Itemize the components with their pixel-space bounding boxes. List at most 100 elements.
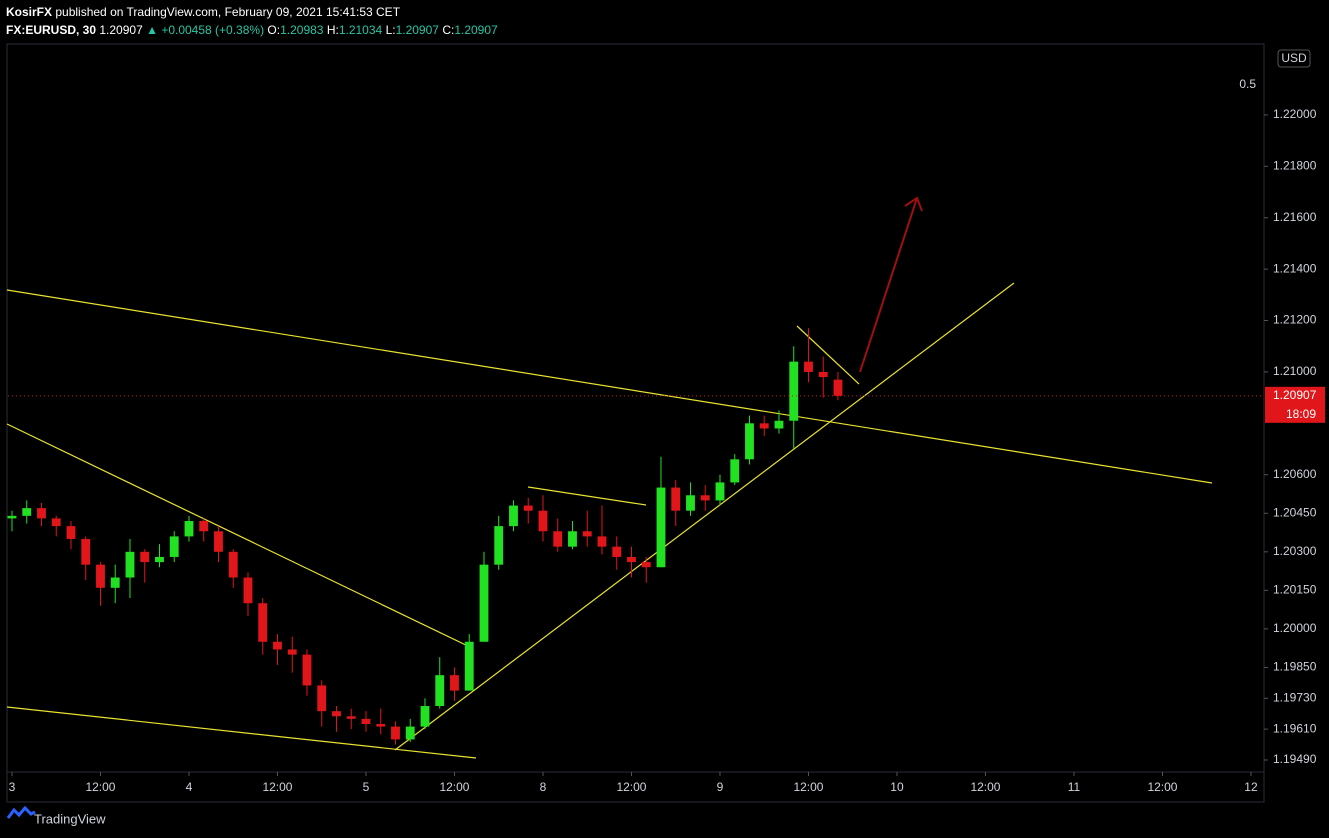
change: ▲ +0.00458 (+0.38%)	[146, 23, 265, 37]
candle-body	[774, 420, 784, 429]
candle-body	[420, 706, 430, 727]
author: KosirFX	[6, 5, 53, 19]
x-tick-label: 12:00	[262, 780, 292, 794]
candle-body	[715, 482, 725, 501]
candle-body	[804, 361, 813, 372]
trend-line	[796, 325, 860, 385]
candle-body	[140, 551, 150, 563]
last-price-box	[1265, 386, 1325, 423]
y-tick-label: 1.22000	[1273, 107, 1317, 121]
candle-body	[110, 577, 120, 588]
candle-body	[22, 508, 32, 516]
published: published on TradingView.com, February 0…	[55, 5, 401, 19]
y-tick-label: 1.20000	[1273, 621, 1317, 635]
publish-line: KosirFX published on TradingView.com, Fe…	[6, 5, 400, 19]
y-tick-label: 1.19490	[1273, 752, 1317, 766]
y-tick-label: 1.20600	[1273, 467, 1317, 481]
h-label: H:	[326, 23, 339, 37]
candle-body	[597, 536, 607, 547]
candle-body	[789, 361, 799, 421]
candle-body	[686, 495, 695, 511]
candle-body	[81, 538, 91, 565]
y-tick-label: 1.20450	[1273, 505, 1317, 519]
y-tick-label: 1.19610	[1273, 721, 1317, 735]
candle-body	[700, 495, 710, 501]
candle-body	[641, 562, 651, 568]
candle-body	[405, 726, 415, 740]
candle-body	[479, 564, 489, 642]
candle-body	[582, 531, 592, 537]
candle-body	[317, 685, 327, 712]
candle-body	[228, 551, 238, 578]
last-price-label: 1.20907	[1273, 388, 1317, 402]
y-tick-label: 1.19730	[1273, 690, 1317, 704]
candle-body	[464, 641, 474, 691]
currency-box	[1277, 49, 1311, 68]
trend-line	[527, 486, 647, 506]
symbol-line: FX:EURUSD, 30 1.20907 ▲ +0.00458 (+0.38%…	[6, 23, 498, 37]
fib-label: 0.5	[1239, 77, 1256, 91]
y-tick-label: 1.21400	[1273, 261, 1317, 275]
arrow-head	[904, 196, 923, 212]
logo	[6, 805, 36, 819]
candle-body	[730, 459, 740, 483]
x-tick-label: 4	[186, 780, 193, 794]
currency: USD	[1281, 51, 1307, 65]
drawings	[6, 282, 1213, 759]
trend-line	[6, 706, 477, 759]
candle-body	[391, 726, 400, 740]
arrow-shaft	[859, 197, 918, 373]
candle-body	[656, 487, 666, 568]
candle-body	[376, 723, 386, 727]
y-tick-label: 1.20150	[1273, 583, 1317, 597]
y-tick-label: 1.21200	[1273, 313, 1317, 327]
candle-body	[214, 531, 223, 552]
trend-line	[6, 289, 1213, 484]
candle-body	[199, 520, 209, 532]
candle-body	[169, 536, 179, 557]
x-tick-label: 8	[540, 780, 547, 794]
high: 1.21034	[338, 23, 383, 37]
candle-body	[273, 641, 282, 650]
candle-body	[523, 505, 533, 511]
arrow	[859, 196, 923, 373]
y-tick-label: 1.20300	[1273, 544, 1317, 558]
x-tick-label: 12	[1244, 780, 1258, 794]
y-tick-label: 1.21600	[1273, 210, 1317, 224]
candle-body	[759, 423, 769, 429]
candle-body	[627, 556, 636, 563]
candle-body	[332, 711, 341, 717]
candle-body	[7, 515, 17, 519]
candle-body	[509, 505, 518, 527]
candle-body	[287, 649, 297, 655]
x-tick-label: 12:00	[616, 780, 646, 794]
header: KosirFX published on TradingView.com, Fe…	[0, 0, 1329, 40]
last: 1.20907	[99, 23, 143, 37]
candle-body	[51, 518, 61, 527]
candle-body	[435, 675, 445, 707]
y-tick-label: 1.19850	[1273, 660, 1317, 674]
candle-body	[302, 654, 312, 686]
plot-frame	[6, 43, 1265, 803]
candle-body	[155, 556, 164, 563]
x-tick-label: 12:00	[439, 780, 469, 794]
x-tick-label: 5	[363, 780, 370, 794]
candle-body	[346, 716, 356, 719]
trend-line	[394, 282, 1015, 751]
x-tick-label: 11	[1068, 780, 1081, 794]
candle-body	[612, 546, 622, 557]
candle-body	[450, 675, 459, 691]
candle-body	[494, 526, 504, 565]
c-label: C:	[442, 23, 455, 37]
brand: TradingView	[34, 811, 106, 826]
countdown: 18:09	[1286, 407, 1316, 421]
candle-body	[361, 718, 371, 724]
x-tick-label: 9	[717, 780, 724, 794]
candle-body	[258, 603, 268, 642]
l-label: L:	[385, 23, 396, 37]
x-tick-label: 12:00	[793, 780, 823, 794]
x-tick-label: 12:00	[1147, 780, 1177, 794]
candle-body	[671, 487, 681, 511]
